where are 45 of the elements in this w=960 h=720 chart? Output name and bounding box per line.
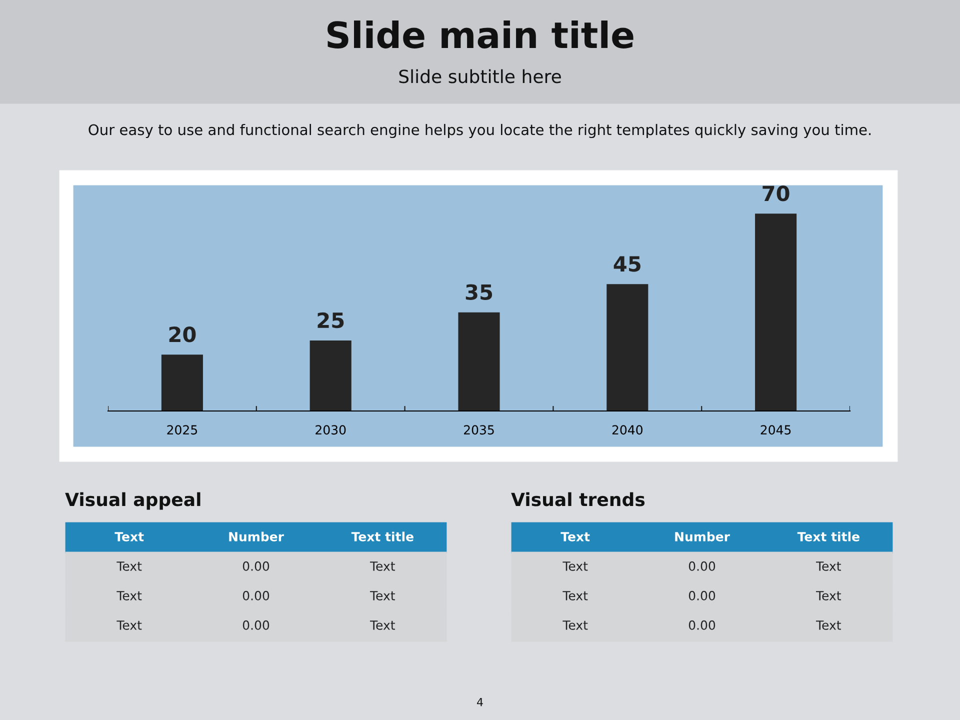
data-label: 25 [318, 312, 344, 328]
text: 0.00 [688, 620, 716, 630]
x-tick-label: 2025 [167, 425, 198, 435]
text: Text [562, 591, 588, 600]
text: 0.00 [242, 620, 270, 630]
text: 0.00 [688, 590, 716, 600]
text: Number [229, 532, 284, 542]
text: Text [816, 562, 842, 571]
text: Text [562, 562, 588, 571]
text: Visual appeal [65, 492, 200, 510]
text: Our easy to use and functional search engine helps you locate the right templates quickly saving you time. [88, 124, 871, 138]
text: Text [116, 591, 142, 600]
data-label: 35 [466, 284, 492, 300]
text: Text [560, 532, 590, 542]
text: Text [370, 591, 396, 600]
x-tick-label: 2040 [612, 425, 642, 435]
text: 4 [477, 698, 483, 706]
data-label: 45 [614, 256, 640, 272]
text: 0.00 [242, 561, 270, 571]
data-label: 20 [169, 326, 196, 342]
bar [458, 312, 500, 411]
text: Text [370, 562, 396, 571]
text: Text [816, 591, 842, 600]
bar [310, 340, 352, 411]
data-label: 70 [762, 186, 790, 202]
x-tick-label: 2035 [464, 425, 494, 435]
x-tick-label: 2030 [316, 425, 346, 435]
chart-title: Slide main title [328, 20, 634, 48]
text: Text [562, 620, 588, 630]
text: Text title [797, 532, 860, 542]
text: Text [116, 620, 142, 630]
text: Text [116, 562, 142, 571]
text: Number [675, 532, 730, 542]
text: 0.00 [242, 590, 270, 600]
text: Visual trends [511, 492, 645, 506]
text: Text [816, 620, 842, 630]
bar [161, 354, 203, 411]
bar [606, 284, 648, 411]
text: 0.00 [688, 561, 716, 571]
x-tick-label: 2045 [760, 425, 791, 435]
chart-subtitle: Slide subtitle here [399, 69, 561, 84]
text: Text title [351, 532, 414, 542]
text: Text [370, 620, 396, 630]
text: Text [114, 532, 144, 542]
bar [755, 214, 797, 411]
